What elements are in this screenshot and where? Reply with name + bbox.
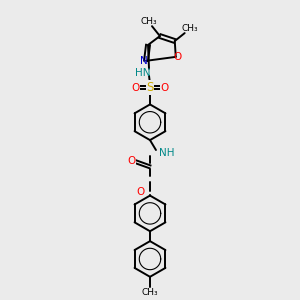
Text: CH₃: CH₃: [142, 288, 158, 297]
Text: O: O: [136, 187, 144, 196]
Text: S: S: [146, 81, 154, 94]
Text: O: O: [174, 52, 182, 62]
Text: O: O: [161, 82, 169, 93]
Text: O: O: [131, 82, 139, 93]
Text: CH₃: CH₃: [181, 24, 198, 33]
Text: O: O: [127, 156, 135, 166]
Text: HN: HN: [135, 68, 151, 78]
Text: N: N: [140, 56, 148, 66]
Text: CH₃: CH₃: [141, 17, 157, 26]
Text: NH: NH: [159, 148, 174, 158]
